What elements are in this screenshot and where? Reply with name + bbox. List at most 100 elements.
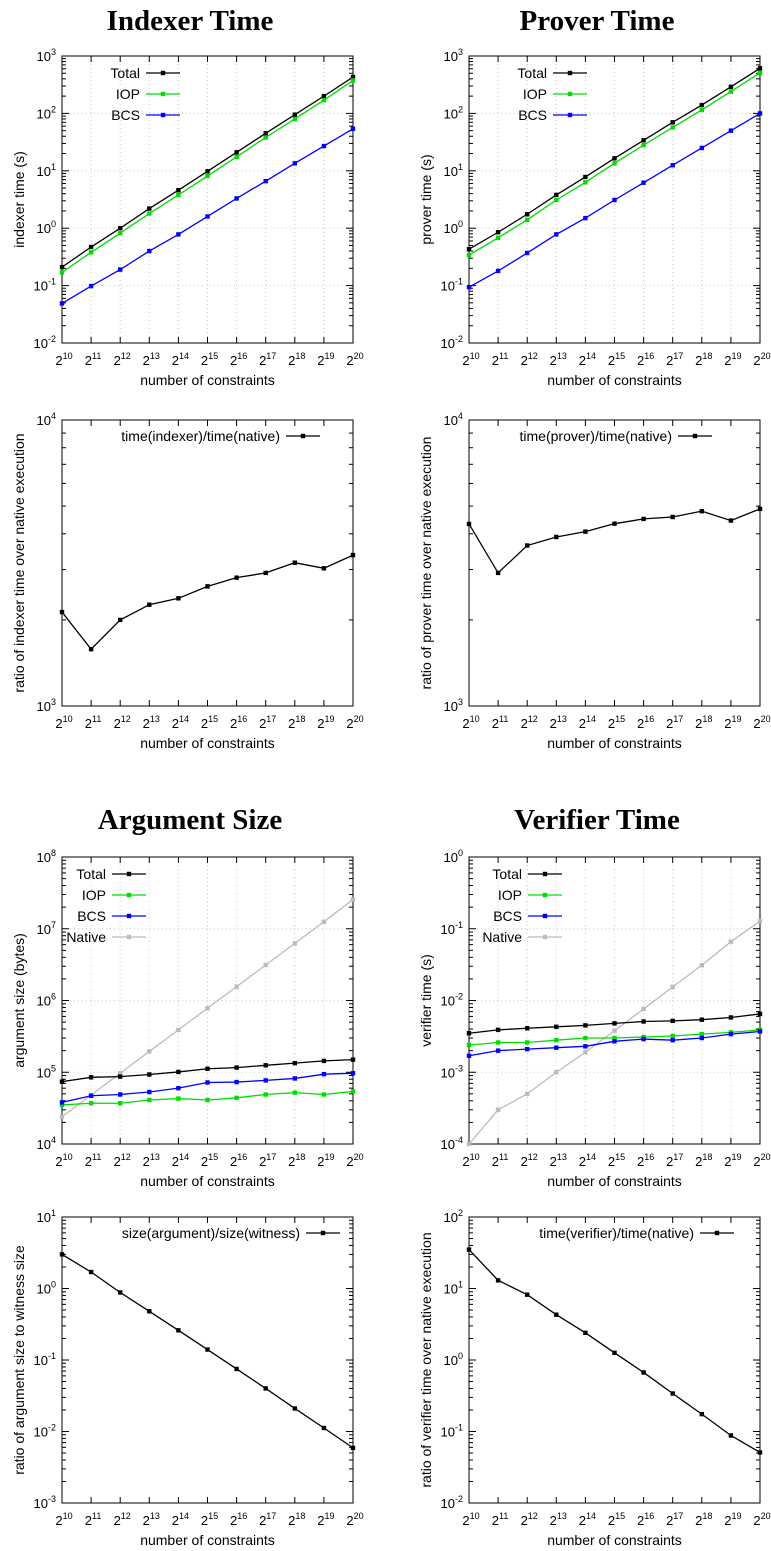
data-point (350, 552, 356, 558)
x-tick-label: 220 (753, 351, 770, 368)
data-point (583, 1023, 588, 1028)
data-point (612, 521, 617, 526)
data-point (728, 1031, 734, 1037)
data-point (292, 161, 297, 166)
y-tick-label: 10-2 (441, 1494, 463, 1511)
data-point (205, 173, 210, 179)
data-point (525, 1040, 530, 1045)
data-point (583, 1044, 588, 1049)
data-point (554, 232, 559, 237)
data-point (757, 1450, 763, 1455)
data-point (321, 1425, 327, 1431)
legend-label: IOP (498, 887, 522, 903)
data-point (757, 1011, 763, 1017)
legend-label: Total (492, 866, 522, 882)
legend-label: time(verifier)/time(native) (539, 1225, 694, 1241)
x-tick-label: 217 (666, 351, 683, 368)
data-point (757, 918, 763, 924)
data-point (350, 78, 356, 83)
data-point (350, 897, 356, 902)
x-tick-label: 210 (55, 351, 72, 368)
data-point (205, 1066, 210, 1071)
x-tick-label: 214 (172, 1511, 189, 1528)
x-tick-label: 220 (346, 714, 363, 731)
x-tick-label: 219 (724, 351, 741, 368)
x-tick-label: 212 (521, 1152, 538, 1169)
data-point (757, 111, 763, 116)
y-tick-label: 104 (37, 1135, 56, 1152)
data-point (757, 70, 763, 75)
data-point (612, 156, 617, 161)
y-tick-label: 103 (37, 697, 56, 714)
x-tick-label: 213 (143, 1152, 160, 1169)
y-tick-label: 103 (444, 47, 463, 64)
data-point (525, 1292, 530, 1297)
y-tick-label: 100 (37, 1280, 56, 1297)
title-argument-size: Argument Size (98, 804, 283, 836)
x-axis-label: number of constraints (140, 372, 275, 388)
x-tick-label: 220 (753, 1152, 770, 1169)
x-tick-label: 220 (753, 1511, 770, 1528)
x-tick-label: 213 (550, 714, 567, 731)
x-tick-label: 214 (579, 351, 596, 368)
x-tick-label: 214 (579, 714, 596, 731)
data-point (234, 154, 239, 160)
y-tick-label: 107 (37, 920, 56, 937)
data-point (350, 1057, 356, 1062)
y-axis-label: ratio of prover time over native executi… (418, 437, 434, 690)
data-point (88, 1101, 94, 1106)
data-point (495, 235, 501, 241)
data-point (757, 1029, 763, 1034)
x-tick-label: 219 (317, 1152, 334, 1169)
data-point (525, 543, 530, 548)
data-point (234, 150, 239, 155)
y-tick-label: 10-1 (34, 1351, 56, 1368)
data-point (234, 1095, 239, 1101)
data-point (59, 270, 65, 275)
data-point (525, 1026, 530, 1031)
data-point (263, 1063, 268, 1068)
data-point (612, 1039, 617, 1044)
x-tick-label: 212 (521, 1511, 538, 1528)
data-point (263, 1386, 268, 1391)
x-tick-label: 216 (637, 351, 654, 368)
x-tick-label: 220 (346, 1152, 363, 1169)
data-point (757, 66, 763, 71)
data-point (176, 187, 181, 193)
data-point (728, 1433, 734, 1438)
x-tick-label: 215 (608, 1152, 625, 1169)
data-point (292, 112, 297, 117)
data-point (205, 169, 210, 174)
title-verifier-time: Verifier Time (514, 804, 680, 836)
x-tick-label: 210 (55, 1152, 72, 1169)
data-point (554, 1045, 559, 1050)
data-point (176, 1027, 181, 1033)
data-point (118, 617, 123, 623)
data-point (641, 1019, 646, 1024)
data-point (118, 1070, 123, 1076)
x-axis-label: number of constraints (140, 735, 275, 751)
title-prover-time: Prover Time (520, 5, 675, 37)
y-tick-label: 10-3 (34, 1494, 56, 1511)
data-point (495, 230, 501, 235)
data-point (495, 1027, 501, 1033)
x-tick-label: 217 (259, 1152, 276, 1169)
legend-marker (542, 892, 548, 898)
x-tick-label: 218 (695, 1152, 712, 1169)
y-axis-label: indexer time (s) (11, 151, 27, 247)
data-point (292, 1060, 297, 1066)
data-point (612, 1035, 617, 1041)
x-tick-label: 219 (317, 1511, 334, 1528)
x-tick-label: 215 (201, 1152, 218, 1169)
x-tick-label: 217 (666, 1152, 683, 1169)
data-point (466, 252, 472, 258)
data-point (583, 1050, 588, 1055)
data-point (728, 84, 734, 90)
y-tick-label: 10-2 (441, 334, 463, 351)
data-point (59, 1100, 65, 1105)
x-axis-label: number of constraints (547, 1173, 682, 1189)
legend-marker (567, 70, 573, 76)
data-point (88, 283, 94, 289)
legend-marker (126, 913, 132, 919)
x-tick-label: 210 (55, 714, 72, 731)
